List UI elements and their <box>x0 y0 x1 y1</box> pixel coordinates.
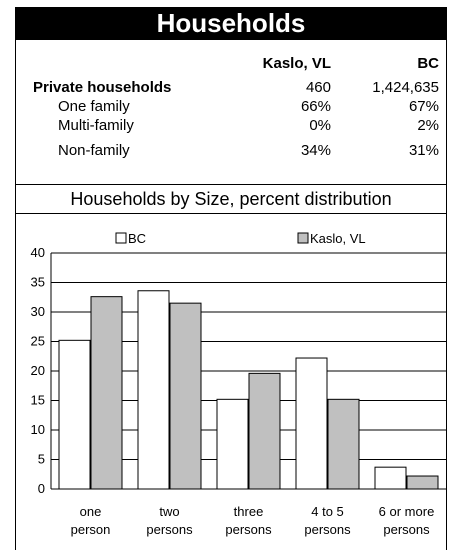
x-tick-label: person <box>71 522 111 537</box>
y-tick-label: 10 <box>31 422 45 437</box>
legend-label: Kaslo, VL <box>310 231 366 246</box>
y-tick-label: 40 <box>31 245 45 260</box>
bar-kaslo-vl <box>169 302 202 490</box>
bar-kaslo-vl <box>248 372 281 490</box>
legend-swatch <box>115 232 127 244</box>
x-tick-label: persons <box>225 522 272 537</box>
value-multi-family-kaslo: 0% <box>309 117 331 134</box>
value-private-households-kaslo: 460 <box>305 79 331 96</box>
divider-bottom <box>15 213 447 214</box>
bar-kaslo-vl <box>406 475 439 490</box>
bar-bc <box>58 339 91 490</box>
value-private-households-bc: 1,424,635 <box>372 79 439 96</box>
value-one-family-kaslo: 66% <box>300 98 331 115</box>
y-tick-label: 30 <box>31 304 45 319</box>
column-header-bc: BC <box>417 55 439 72</box>
legend-swatch <box>297 232 309 244</box>
bar-kaslo-vl <box>90 296 123 490</box>
y-tick-label: 20 <box>31 363 45 378</box>
x-tick-label: 6 or more <box>379 504 435 519</box>
bar-bc <box>295 357 328 490</box>
row-label-private-households: Private households <box>33 79 172 96</box>
y-tick-label: 25 <box>31 334 45 349</box>
legend-label: BC <box>128 231 146 246</box>
x-tick-label: one <box>80 504 102 519</box>
bar-bc <box>216 398 249 490</box>
column-header-kaslo: Kaslo, VL <box>262 55 331 72</box>
x-tick-label: three <box>234 504 264 519</box>
bar-kaslo-vl <box>327 398 360 490</box>
x-tick-label: persons <box>146 522 193 537</box>
y-tick-label: 35 <box>31 275 45 290</box>
row-label-one-family: One family <box>58 98 130 115</box>
row-label-non-family: Non-family <box>58 142 130 159</box>
x-tick-label: 4 to 5 <box>311 504 344 519</box>
value-non-family-kaslo: 34% <box>300 142 331 159</box>
row-label-multi-family: Multi-family <box>58 117 134 134</box>
value-one-family-bc: 67% <box>408 98 439 115</box>
x-tick-label: two <box>159 504 179 519</box>
chart-title: Households by Size, percent distribution <box>70 188 392 209</box>
bar-bc <box>374 466 407 490</box>
x-tick-label: persons <box>304 522 351 537</box>
page-title: Households <box>15 7 447 40</box>
divider-top <box>15 184 447 185</box>
x-tick-label: persons <box>383 522 430 537</box>
y-tick-label: 15 <box>31 393 45 408</box>
bar-bc <box>137 290 170 490</box>
y-tick-label: 5 <box>38 452 45 467</box>
value-non-family-bc: 31% <box>408 142 439 159</box>
y-tick-label: 0 <box>38 481 45 496</box>
value-multi-family-bc: 2% <box>417 117 439 134</box>
households-stats-table: Kaslo, VL BC Private households 460 1,42… <box>15 40 447 184</box>
